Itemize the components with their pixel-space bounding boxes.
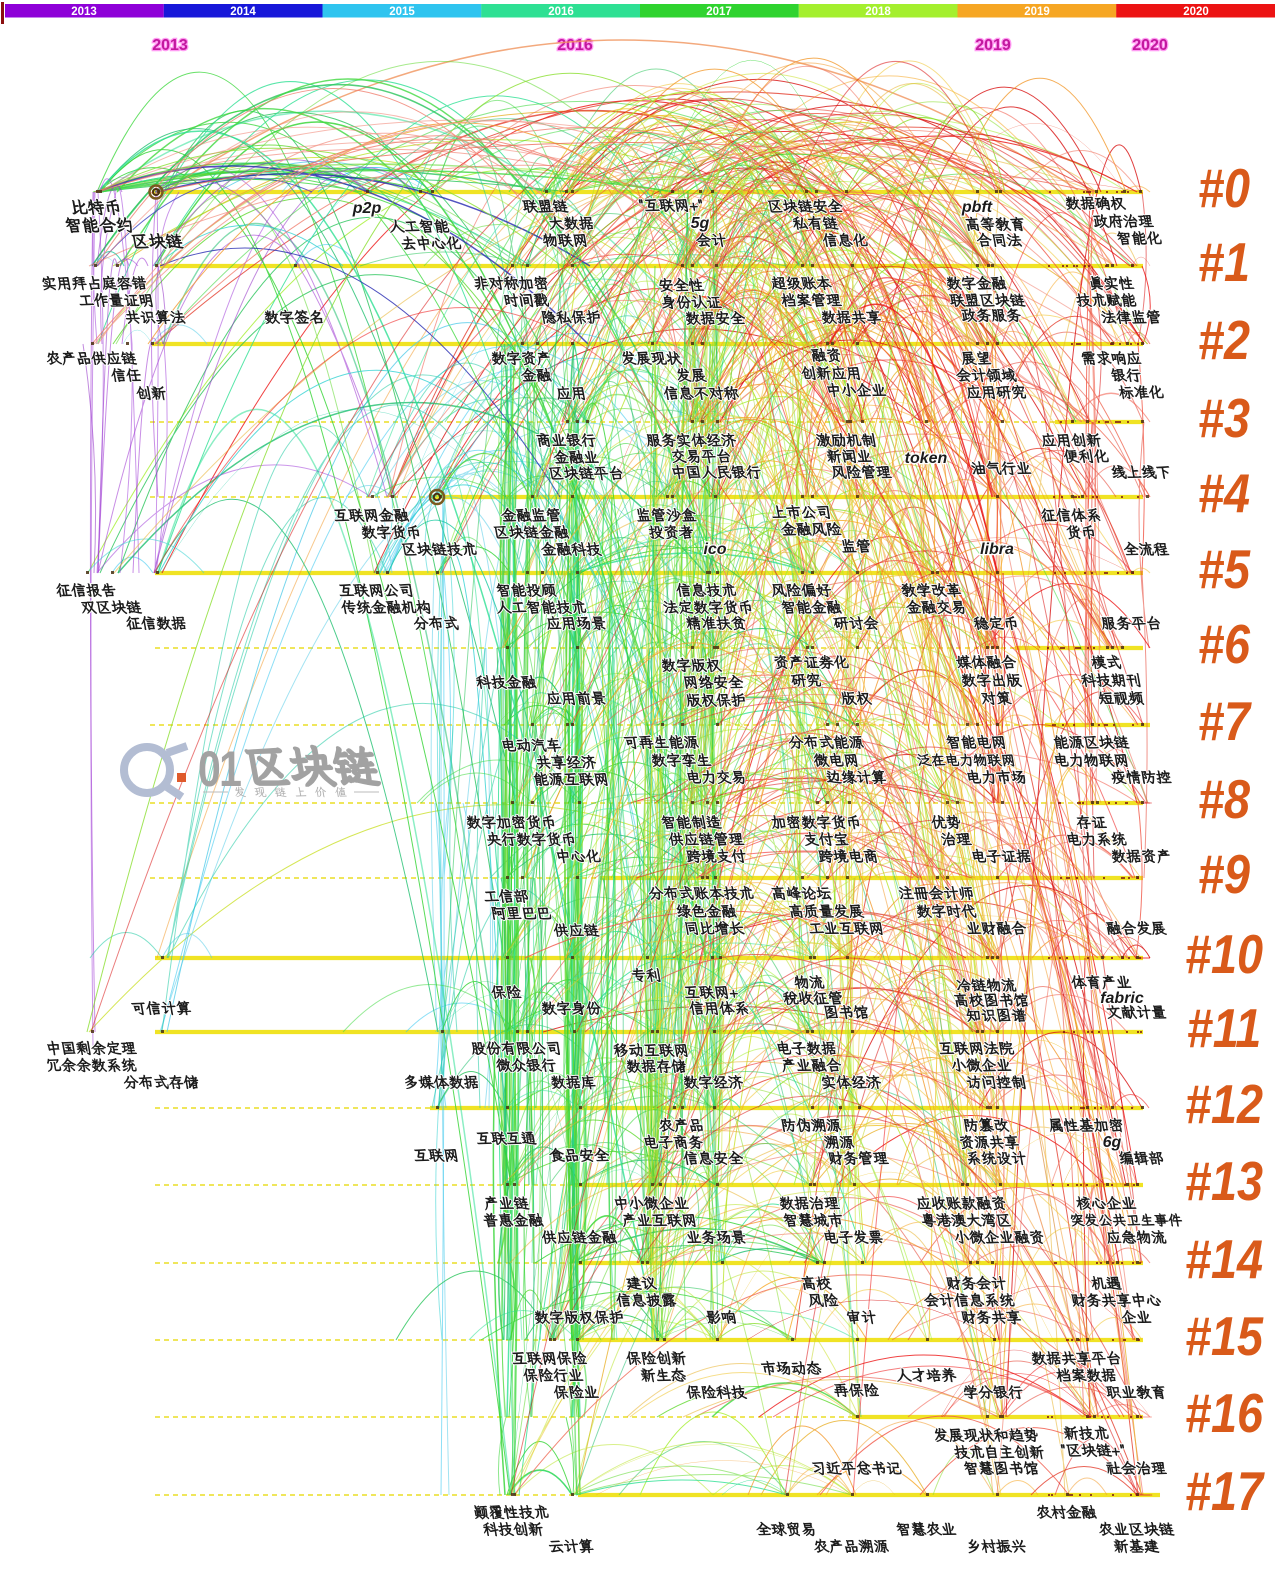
svg-text:2015: 2015: [389, 6, 415, 18]
svg-text:#10: #10: [1185, 923, 1263, 984]
svg-text:01: 01: [198, 741, 242, 797]
svg-text:2016: 2016: [548, 6, 574, 18]
svg-text:2017: 2017: [706, 6, 732, 18]
svg-text:2019: 2019: [1024, 6, 1050, 18]
svg-text:#4: #4: [1198, 462, 1250, 523]
svg-text:#11: #11: [1187, 997, 1262, 1058]
svg-text:#14: #14: [1185, 1228, 1263, 1289]
svg-text:ico: ico: [703, 541, 726, 558]
svg-text:#6: #6: [1198, 613, 1251, 674]
svg-text:2018: 2018: [865, 6, 891, 18]
svg-text:p2p: p2p: [352, 200, 382, 217]
svg-text:#3: #3: [1198, 387, 1250, 448]
svg-text:#2: #2: [1198, 309, 1250, 370]
svg-text:2020: 2020: [1132, 37, 1168, 54]
svg-text:2014: 2014: [230, 6, 256, 18]
svg-text:#9: #9: [1198, 843, 1251, 904]
svg-text:6g: 6g: [1103, 1134, 1122, 1151]
svg-text:#8: #8: [1198, 768, 1251, 829]
svg-text:#12: #12: [1185, 1073, 1263, 1134]
svg-text:#0: #0: [1198, 157, 1250, 218]
svg-text:2019: 2019: [975, 37, 1011, 54]
svg-text:pbft: pbft: [961, 199, 993, 216]
svg-text:2020: 2020: [1183, 6, 1209, 18]
svg-text:token: token: [905, 450, 948, 467]
svg-text:#16: #16: [1185, 1382, 1264, 1443]
svg-text:#13: #13: [1185, 1150, 1263, 1211]
svg-text:#7: #7: [1198, 690, 1252, 751]
svg-text:fabric: fabric: [1100, 990, 1144, 1007]
svg-text:libra: libra: [980, 541, 1014, 558]
svg-text:2013: 2013: [71, 6, 97, 18]
svg-text:2013: 2013: [152, 37, 188, 54]
svg-text:#5: #5: [1198, 538, 1251, 599]
svg-text:#1: #1: [1198, 231, 1250, 292]
svg-text:2016: 2016: [557, 37, 593, 54]
svg-text:#17: #17: [1185, 1460, 1265, 1521]
svg-text:#15: #15: [1185, 1305, 1264, 1366]
svg-text:5g: 5g: [691, 215, 710, 232]
